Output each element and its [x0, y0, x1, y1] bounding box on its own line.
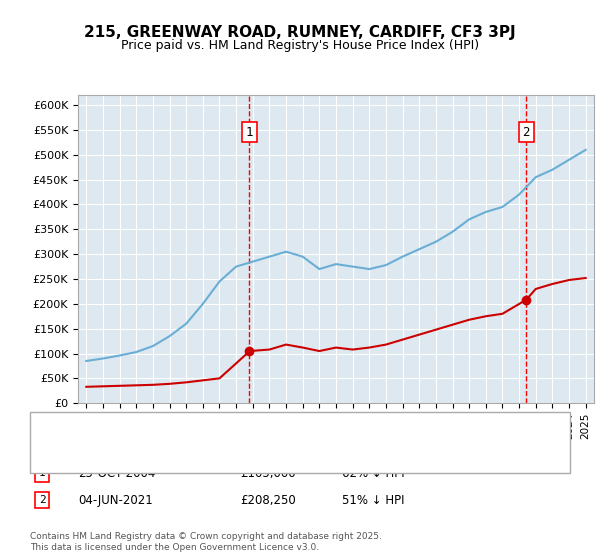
Text: Price paid vs. HM Land Registry's House Price Index (HPI): Price paid vs. HM Land Registry's House … — [121, 39, 479, 52]
Text: 1: 1 — [38, 468, 46, 478]
Text: 04-JUN-2021: 04-JUN-2021 — [78, 493, 153, 507]
Text: 215, GREENWAY ROAD, RUMNEY, CARDIFF, CF3 3PJ (detached house): 215, GREENWAY ROAD, RUMNEY, CARDIFF, CF3… — [84, 426, 445, 436]
Text: 1: 1 — [245, 125, 253, 139]
Text: 215, GREENWAY ROAD, RUMNEY, CARDIFF, CF3 3PJ: 215, GREENWAY ROAD, RUMNEY, CARDIFF, CF3… — [84, 25, 516, 40]
Text: HPI: Average price, detached house, Cardiff: HPI: Average price, detached house, Card… — [84, 449, 312, 459]
Text: 62% ↓ HPI: 62% ↓ HPI — [342, 466, 404, 480]
Text: 51% ↓ HPI: 51% ↓ HPI — [342, 493, 404, 507]
Text: £208,250: £208,250 — [240, 493, 296, 507]
Text: Contains HM Land Registry data © Crown copyright and database right 2025.
This d: Contains HM Land Registry data © Crown c… — [30, 532, 382, 552]
Text: 2: 2 — [522, 125, 530, 139]
Text: 25-OCT-2004: 25-OCT-2004 — [78, 466, 155, 480]
Text: 2: 2 — [38, 495, 46, 505]
Text: £105,000: £105,000 — [240, 466, 296, 480]
